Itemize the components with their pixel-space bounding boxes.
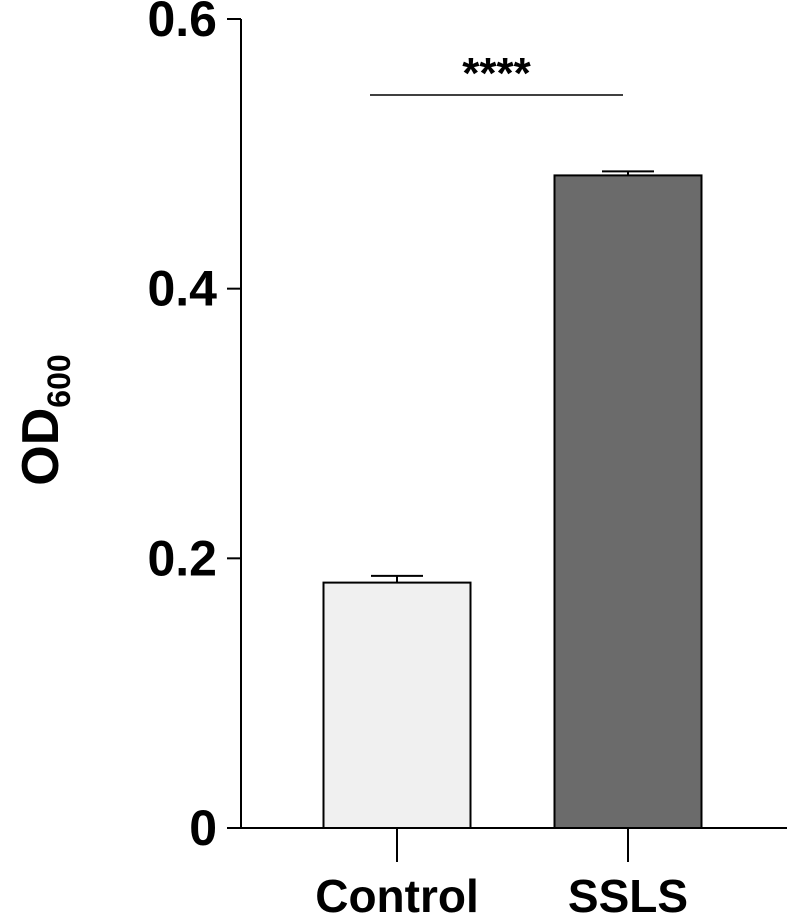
- y-tick-label: 0.4: [147, 261, 217, 317]
- x-tick-label: SSLS: [568, 870, 688, 922]
- y-tick-label: 0.2: [147, 530, 217, 586]
- bar: [322, 581, 472, 829]
- y-tick-label: 0: [189, 800, 217, 856]
- y-label-text: OD: [12, 408, 70, 486]
- y-label-subscript: 600: [41, 354, 77, 407]
- x-tick-label: Control: [315, 870, 479, 922]
- bar: [553, 174, 703, 829]
- y-axis-label: OD600: [12, 354, 77, 485]
- y-label-main: OD600: [12, 354, 77, 485]
- y-tick-label: 0.6: [147, 0, 217, 47]
- significance-label: ****: [462, 49, 531, 98]
